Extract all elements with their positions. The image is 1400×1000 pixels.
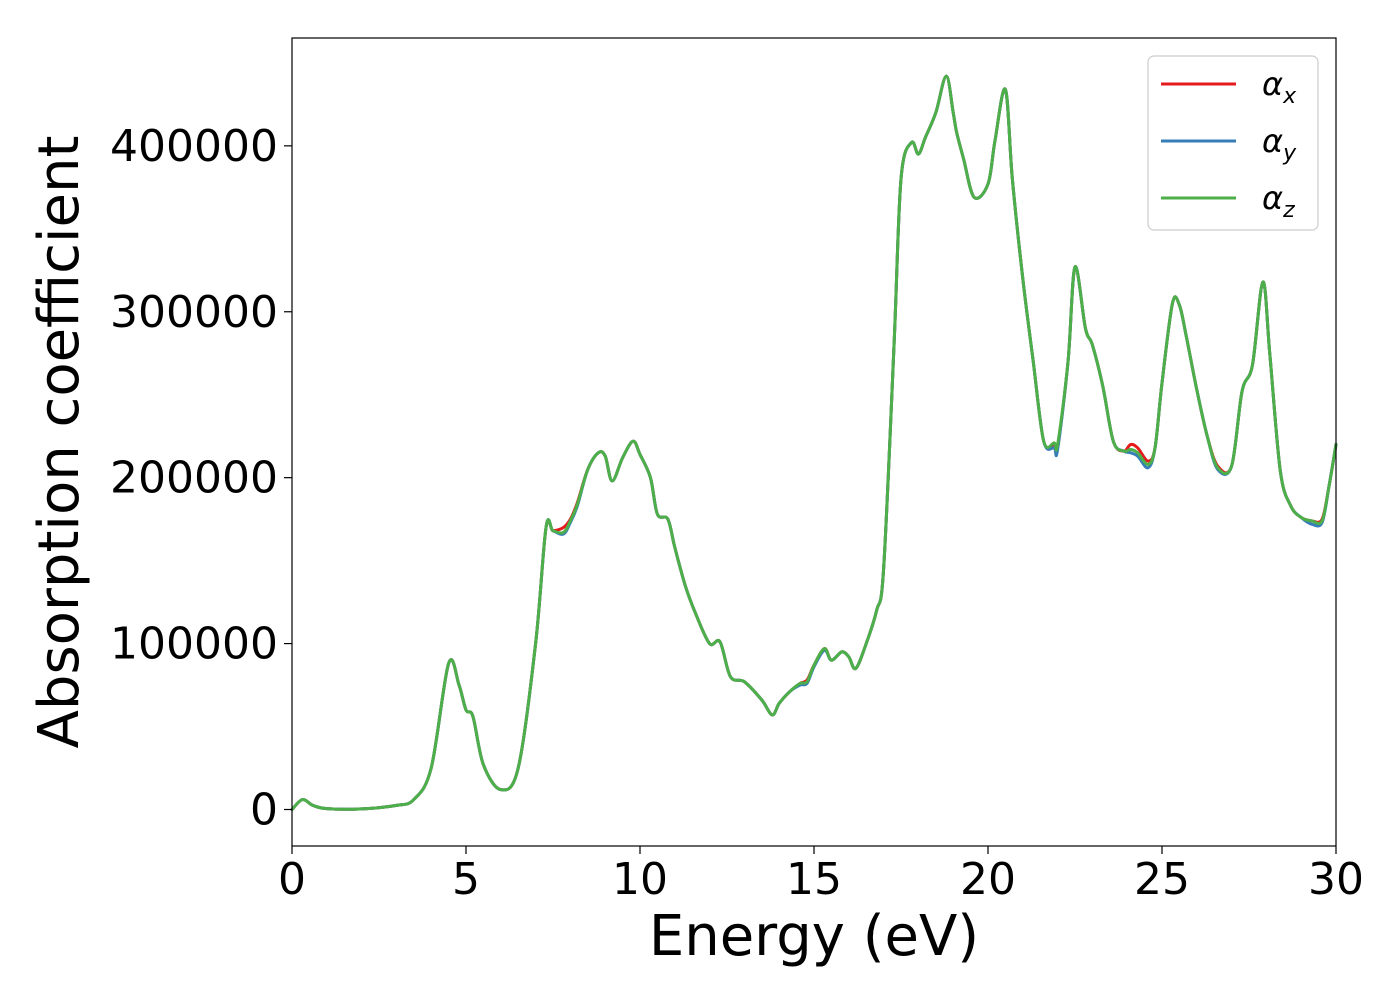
legend-label-base: α — [1262, 65, 1283, 103]
x-axis-ticks: 0 5 10 15 20 25 30 — [278, 846, 1364, 905]
legend-box — [1147, 55, 1319, 231]
x-tick-label: 25 — [1134, 854, 1190, 905]
y-tick-label: 100000 — [110, 619, 278, 670]
y-tick-label: 200000 — [110, 453, 278, 504]
x-tick-label: 20 — [960, 854, 1016, 905]
x-tick-label: 15 — [786, 854, 842, 905]
y-axis-ticks: 0 100000 200000 300000 400000 — [110, 121, 292, 835]
x-tick-label: 0 — [278, 854, 306, 905]
legend-label-z: αz — [1262, 179, 1295, 223]
y-tick-label: 300000 — [110, 287, 278, 338]
series-line-z — [290, 74, 1338, 811]
y-axis-title: Absorption coefficient — [27, 136, 92, 749]
series-layer — [290, 74, 1338, 811]
x-tick-label: 30 — [1308, 854, 1364, 905]
y-tick-label: 0 — [250, 784, 278, 835]
y-tick-label: 400000 — [110, 121, 278, 172]
legend-label-subscript: x — [1282, 84, 1297, 109]
legend-label-subscript: y — [1282, 141, 1297, 166]
x-axis-title: Energy (eV) — [649, 904, 979, 969]
x-tick-label: 5 — [452, 854, 480, 905]
legend-label-subscript: z — [1282, 198, 1295, 223]
legend-label-base: α — [1262, 122, 1283, 160]
legend-label-base: α — [1262, 179, 1283, 217]
legend-label-y: αy — [1262, 122, 1297, 166]
x-tick-label: 10 — [612, 854, 668, 905]
legend-label-x: αx — [1262, 65, 1297, 109]
